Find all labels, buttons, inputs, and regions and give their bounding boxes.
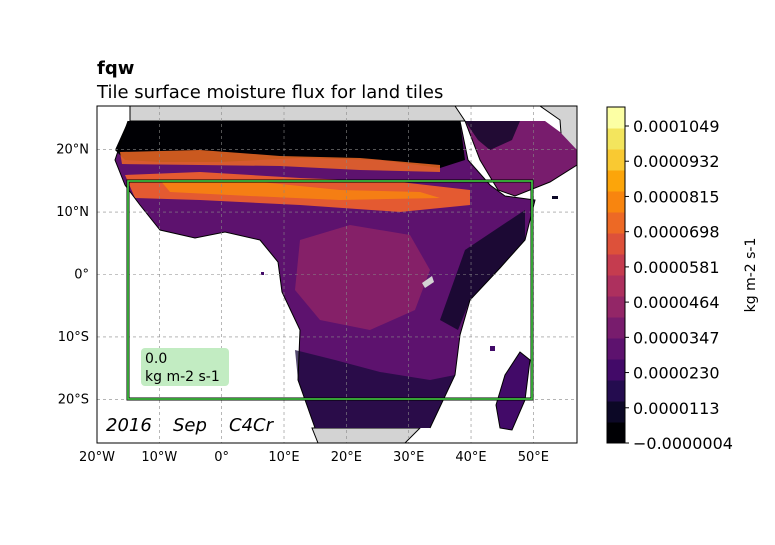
colorbar-label: kg m-2 s-1	[743, 238, 759, 313]
y-tick-label: 10°N	[56, 205, 89, 220]
variable-title: fqw	[97, 58, 134, 79]
x-tick-label: 10°W	[141, 450, 177, 465]
land-outside-domain	[129, 106, 466, 122]
colorbar-tick-label: 0.0000698	[633, 223, 720, 242]
lake-victoria	[422, 276, 434, 288]
colorbar-tick-label: −0.0000004	[633, 434, 733, 453]
x-tick-label: 10°E	[268, 450, 299, 465]
colorbar-tick-label: 0.0000464	[633, 293, 720, 312]
info-box: 0.0 kg m-2 s-1	[141, 348, 229, 386]
y-tick-label: 0°	[74, 268, 89, 283]
colorbar-frame	[606, 106, 626, 444]
y-tick-label: 10°S	[58, 330, 89, 345]
colorbar-tick-label: 0.0000347	[633, 328, 720, 347]
colorbar-swatch	[607, 338, 625, 360]
run-year: 2016	[106, 415, 152, 436]
map-frame	[96, 105, 578, 444]
africa-field-dark-south	[295, 350, 455, 428]
run-experiment: C4Cr	[229, 415, 275, 436]
info-box-value: 0.0	[145, 351, 167, 367]
colorbar-swatch	[607, 212, 625, 234]
colorbar-swatch	[607, 107, 625, 129]
x-tick-label: 40°E	[455, 450, 486, 465]
africa-field-congo	[295, 225, 430, 330]
long-name-title: Tile surface moisture flux for land tile…	[96, 82, 443, 103]
colorbar-tick-label: 0.0000230	[633, 364, 720, 383]
colorbar-tick-label: 0.0000815	[633, 187, 720, 206]
x-tick-label: 0°	[214, 450, 229, 465]
red-sea-coast	[464, 120, 577, 197]
colorbar-swatch	[607, 128, 625, 150]
africa-field-sahel-stripe	[120, 150, 440, 172]
madagascar-field	[495, 351, 531, 431]
x-axis-ticks: 20°W 10°W 0° 10°E 20°E 30°E 40°E 50°E	[79, 450, 549, 465]
y-axis-ticks: 20°N 10°N 0° 10°S 20°S	[56, 143, 89, 408]
africa-field-dark-east	[440, 210, 525, 330]
colorbar-swatch	[607, 401, 625, 423]
colorbar-tick-label: 0.0000113	[633, 399, 720, 418]
region-box	[127, 180, 533, 400]
map-panel: 0.0 kg m-2 s-1 2016 Sep C4Cr 20°W 10°W 0° 1…	[56, 105, 578, 465]
x-tick-label: 20°W	[79, 450, 115, 465]
colorbar-swatch	[607, 149, 625, 171]
y-tick-label: 20°N	[56, 143, 89, 158]
colorbar-ticks: 0.0001049 0.0000932 0.0000815 0.0000698 0.00…	[625, 117, 733, 453]
colorbar-swatch	[607, 359, 625, 381]
land-southern-africa-outside	[311, 427, 422, 443]
colorbar: 0.0001049 0.0000932 0.0000815 0.0000698 0.00…	[606, 106, 759, 453]
island	[552, 196, 558, 199]
info-box-units: kg m-2 s-1	[145, 369, 220, 385]
colorbar-swatch	[607, 275, 625, 297]
colorbar-swatch	[607, 170, 625, 192]
island	[490, 346, 495, 351]
x-tick-label: 20°E	[331, 450, 362, 465]
arabia-field-dark	[465, 121, 520, 150]
colorbar-swatches	[607, 107, 625, 444]
africa-field-sahel-band	[160, 180, 440, 200]
colorbar-swatch	[607, 233, 625, 255]
colorbar-tick-label: 0.0000932	[633, 152, 720, 171]
colorbar-swatch	[607, 317, 625, 339]
colorbar-swatch	[607, 422, 625, 444]
run-month: Sep	[173, 415, 207, 436]
gridlines	[97, 106, 577, 443]
x-tick-label: 30°E	[393, 450, 424, 465]
coastline	[114, 120, 536, 429]
colorbar-swatch	[607, 296, 625, 318]
colorbar-tick-label: 0.0001049	[633, 117, 720, 136]
colorbar-swatch	[607, 254, 625, 276]
info-box-background	[141, 348, 229, 386]
colorbar-swatch	[607, 191, 625, 213]
colorbar-tick-label: 0.0000581	[633, 258, 720, 277]
x-tick-label: 50°E	[518, 450, 549, 465]
colorbar-swatch	[607, 380, 625, 402]
y-tick-label: 20°S	[58, 392, 89, 407]
island	[261, 272, 264, 275]
